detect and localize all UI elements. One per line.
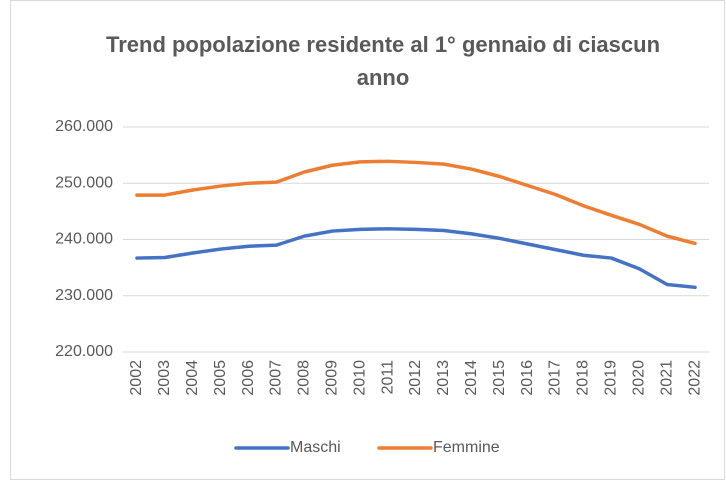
x-tick-label: 2012 — [407, 360, 424, 396]
x-tick-label: 2007 — [268, 360, 285, 396]
y-tick-label: 240.000 — [55, 231, 113, 248]
x-tick-label: 2017 — [547, 360, 564, 396]
x-tick-label: 2021 — [658, 360, 675, 396]
y-tick-label: 220.000 — [55, 343, 113, 360]
x-tick-label: 2014 — [463, 360, 480, 396]
legend-label: Maschi — [290, 439, 341, 456]
x-tick-label: 2013 — [435, 360, 452, 396]
x-tick-label: 2020 — [630, 360, 647, 396]
x-tick-label: 2015 — [491, 360, 508, 396]
x-tick-label: 2005 — [212, 360, 229, 396]
y-tick-label: 250.000 — [55, 174, 113, 191]
y-tick-label: 260.000 — [55, 118, 113, 135]
x-tick-label: 2004 — [184, 360, 201, 396]
line-series — [135, 227, 697, 290]
x-tick-label: 2009 — [324, 360, 341, 396]
x-tick-label: 2002 — [128, 360, 145, 396]
y-tick-label: 230.000 — [55, 287, 113, 304]
chart-frame — [10, 0, 725, 480]
chart-title: Trend popolazione residente al 1° gennai… — [105, 32, 661, 90]
x-tick-label: 2019 — [603, 360, 620, 396]
line-series — [135, 159, 697, 246]
x-tick-label: 2010 — [351, 360, 368, 396]
x-tick-label: 2022 — [686, 360, 703, 396]
x-tick-label: 2003 — [156, 360, 173, 396]
x-tick-label: 2006 — [240, 360, 257, 396]
legend-label: Femmine — [433, 439, 500, 456]
x-tick-label: 2008 — [296, 360, 313, 396]
x-tick-label: 2018 — [575, 360, 592, 396]
x-tick-label: 2011 — [379, 360, 396, 395]
x-tick-label: 2016 — [519, 360, 536, 396]
